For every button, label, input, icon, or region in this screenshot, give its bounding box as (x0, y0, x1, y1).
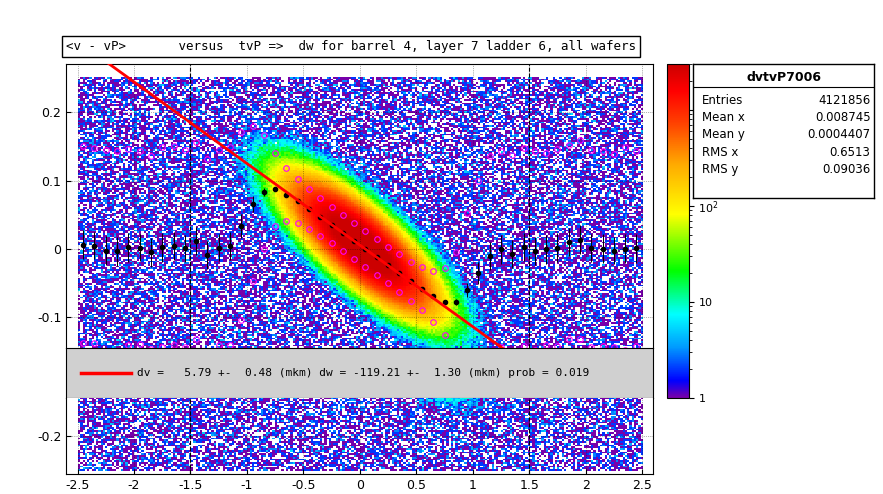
Text: dv =   5.79 +-  0.48 (mkm) dw = -119.21 +-  1.30 (mkm) prob = 0.019: dv = 5.79 +- 0.48 (mkm) dw = -119.21 +- … (137, 368, 589, 378)
Text: 0.008745: 0.008745 (815, 111, 871, 124)
Text: RMS x: RMS x (702, 146, 738, 159)
Text: 4121856: 4121856 (819, 94, 871, 107)
Text: 0.6513: 0.6513 (830, 146, 871, 159)
Text: Mean y: Mean y (702, 128, 745, 141)
Text: 0.0004407: 0.0004407 (807, 128, 871, 141)
Text: Mean x: Mean x (702, 111, 745, 124)
Text: dvtvP7006: dvtvP7006 (746, 71, 821, 84)
Text: 0.09036: 0.09036 (822, 163, 871, 176)
Text: Entries: Entries (702, 94, 743, 107)
Text: RMS y: RMS y (702, 163, 738, 176)
Text: <v - vP>       versus  tvP =>  dw for barrel 4, layer 7 ladder 6, all wafers: <v - vP> versus tvP => dw for barrel 4, … (66, 40, 637, 53)
